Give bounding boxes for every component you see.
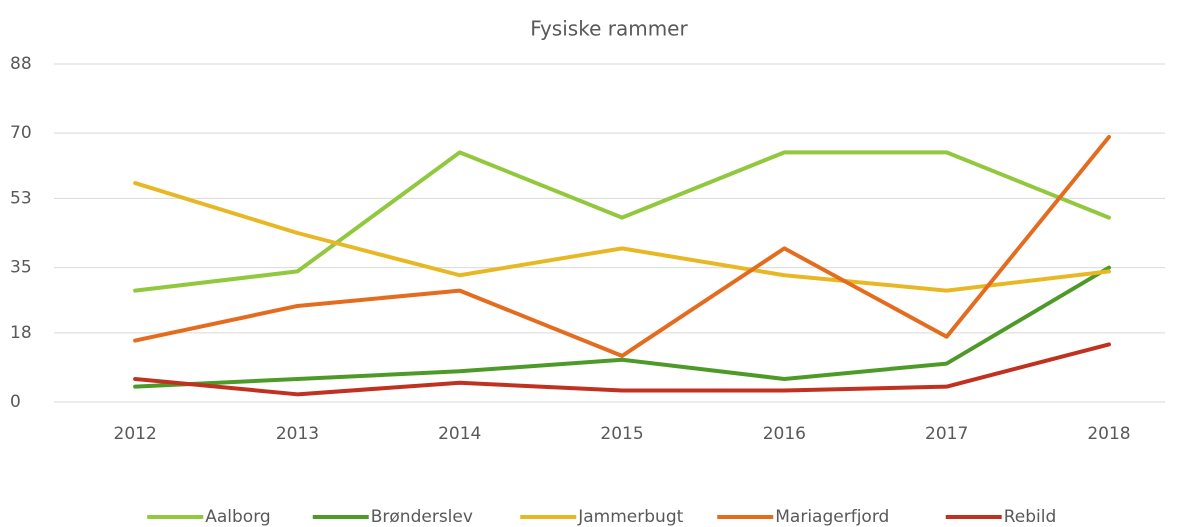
legend-label: Brønderslev [371, 507, 473, 527]
x-tick-label: 2013 [276, 424, 319, 444]
y-tick-label: 35 [10, 258, 32, 278]
series-line [133, 181, 1111, 293]
legend-label: Aalborg [205, 507, 270, 527]
series-line [133, 342, 1111, 397]
y-tick-label: 88 [10, 54, 32, 74]
x-tick-label: 2016 [763, 424, 806, 444]
y-tick-label: 70 [10, 123, 32, 143]
y-tick-label: 53 [10, 188, 32, 208]
y-tick-label: 18 [10, 323, 32, 343]
legend-label: Rebild [1004, 507, 1057, 527]
x-tick-label: 2017 [925, 424, 968, 444]
series-line [133, 265, 1111, 389]
legend-label: Jammerbugt [577, 507, 683, 527]
series-line [133, 134, 1111, 358]
legend-label: Mariagerfjord [775, 507, 889, 527]
x-tick-label: 2015 [600, 424, 643, 444]
x-tick-label: 2012 [114, 424, 157, 444]
y-tick-label: 0 [10, 392, 21, 412]
series-line [133, 150, 1111, 293]
x-tick-label: 2018 [1087, 424, 1130, 444]
x-tick-label: 2014 [438, 424, 481, 444]
chart-title: Fysiske rammer [530, 17, 688, 41]
